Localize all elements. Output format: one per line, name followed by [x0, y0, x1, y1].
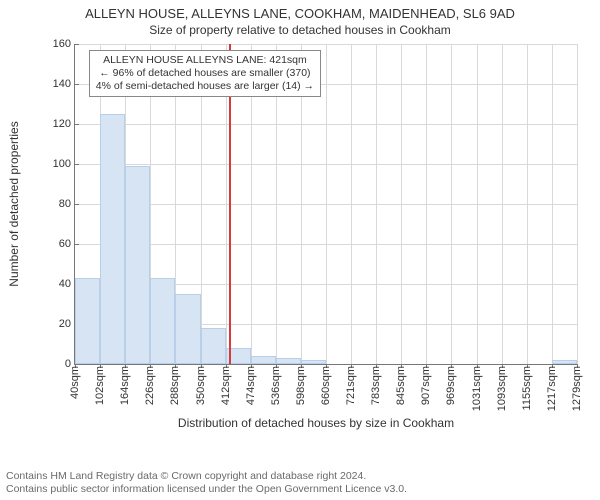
gridline-vertical [326, 44, 327, 364]
gridline-vertical [502, 44, 503, 364]
x-axis-label: Distribution of detached houses by size … [56, 416, 576, 430]
gridline-vertical [401, 44, 402, 364]
histogram-bar [276, 358, 301, 364]
histogram-bar [150, 278, 175, 364]
y-axis-label: Number of detached properties [7, 121, 21, 286]
y-tick-label: 20 [59, 318, 75, 330]
histogram-bar [301, 360, 326, 364]
x-tick-label: 1217sqm [546, 366, 558, 411]
gridline-vertical [577, 44, 578, 364]
gridline-vertical [426, 44, 427, 364]
x-tick-label: 721sqm [345, 366, 357, 405]
x-tick-label: 350sqm [195, 366, 207, 405]
x-tick-label: 1031sqm [471, 366, 483, 411]
page-subtitle: Size of property relative to detached ho… [0, 21, 600, 37]
page-title: ALLEYN HOUSE, ALLEYNS LANE, COOKHAM, MAI… [0, 0, 600, 21]
x-tick-label: 288sqm [169, 366, 181, 405]
x-tick-label: 164sqm [119, 366, 131, 405]
annotation-line-3: 4% of semi-detached houses are larger (1… [96, 80, 314, 93]
y-tick-label: 120 [53, 118, 75, 130]
x-tick-label: 536sqm [270, 366, 282, 405]
x-tick-label: 1093sqm [496, 366, 508, 411]
annotation-line-2: ← 96% of detached houses are smaller (37… [96, 67, 314, 80]
footer: Contains HM Land Registry data © Crown c… [6, 470, 407, 496]
y-tick-label: 60 [59, 238, 75, 250]
x-tick-label: 102sqm [94, 366, 106, 405]
y-tick-label: 100 [53, 158, 75, 170]
x-tick-label: 1155sqm [521, 366, 533, 410]
annotation-line-1: ALLEYN HOUSE ALLEYNS LANE: 421sqm [96, 54, 314, 67]
x-tick-label: 907sqm [420, 366, 432, 405]
x-tick-label: 598sqm [295, 366, 307, 405]
x-tick-label: 412sqm [220, 366, 232, 405]
footer-line-2: Contains public sector information licen… [6, 483, 407, 496]
footer-line-1: Contains HM Land Registry data © Crown c… [6, 470, 407, 483]
histogram-bar [100, 114, 125, 364]
y-tick-label: 80 [59, 198, 75, 210]
histogram-bar [75, 278, 100, 364]
gridline-vertical [552, 44, 553, 364]
x-tick-label: 1279sqm [571, 366, 583, 411]
annotation-box: ALLEYN HOUSE ALLEYNS LANE: 421sqm ← 96% … [89, 50, 321, 97]
x-tick-label: 474sqm [245, 366, 257, 405]
x-tick-label: 845sqm [395, 366, 407, 405]
gridline-vertical [351, 44, 352, 364]
x-tick-label: 660sqm [320, 366, 332, 405]
y-tick-label: 40 [59, 278, 75, 290]
x-tick-label: 40sqm [69, 366, 81, 399]
gridline-vertical [527, 44, 528, 364]
plot-area: 02040608010012014016040sqm102sqm164sqm22… [74, 44, 577, 365]
histogram-bar [175, 294, 200, 364]
chart: Number of detached properties 0204060801… [56, 44, 576, 424]
gridline-vertical [477, 44, 478, 364]
x-tick-label: 226sqm [144, 366, 156, 405]
histogram-bar [201, 328, 226, 364]
histogram-bar [125, 166, 150, 364]
x-tick-label: 783sqm [370, 366, 382, 405]
y-tick-label: 140 [53, 78, 75, 90]
histogram-bar [552, 360, 577, 364]
gridline-vertical [451, 44, 452, 364]
y-tick-label: 160 [53, 38, 75, 50]
gridline-vertical [376, 44, 377, 364]
x-tick-label: 969sqm [445, 366, 457, 405]
histogram-bar [251, 356, 276, 364]
